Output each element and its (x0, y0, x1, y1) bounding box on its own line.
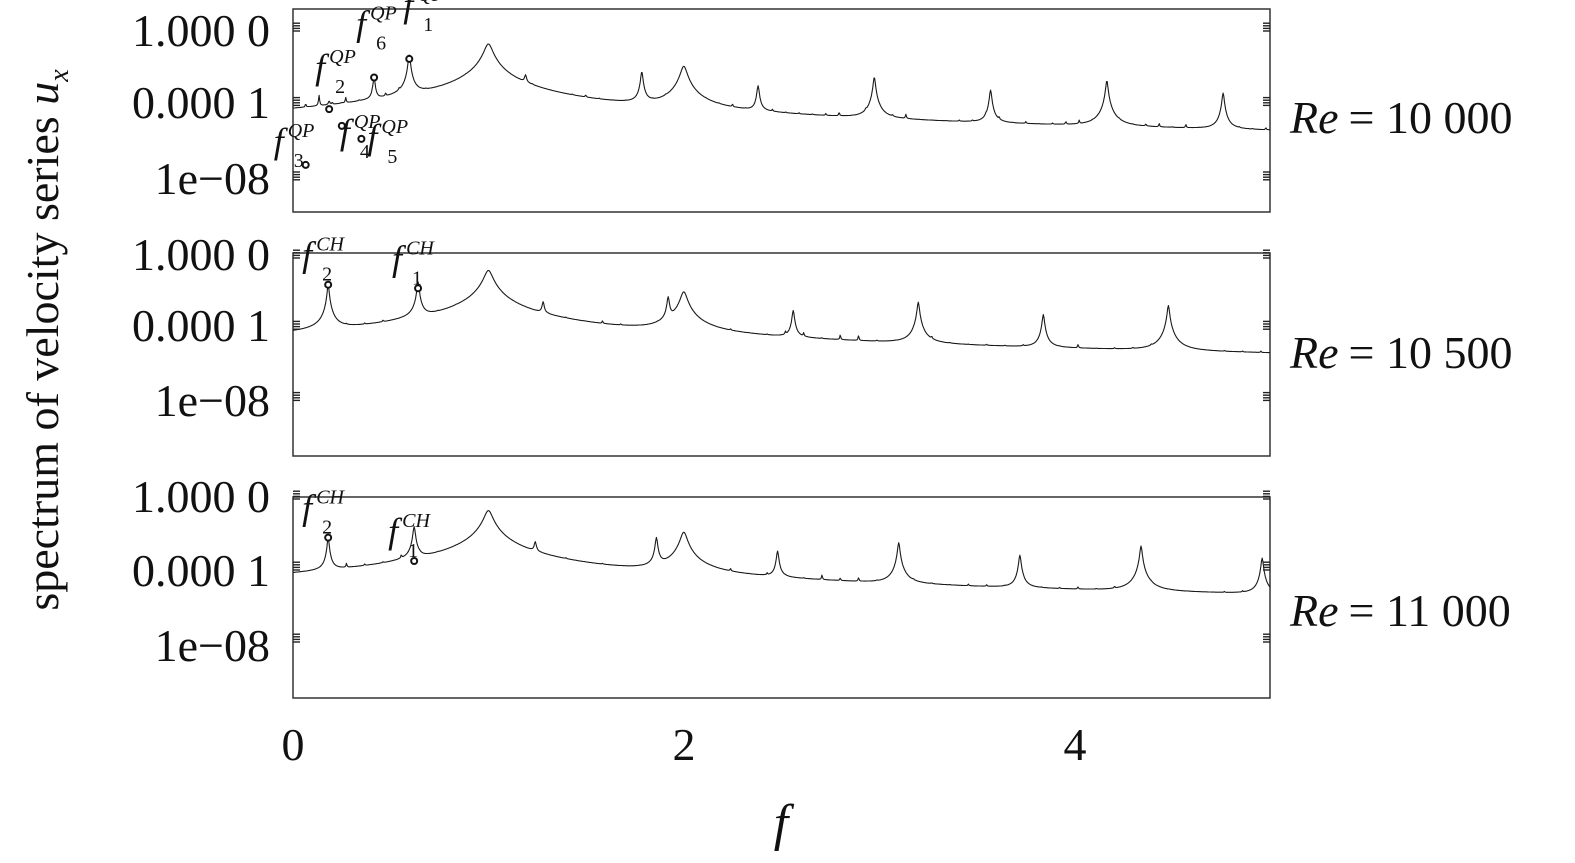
peak-label-superscript: CH (406, 237, 435, 259)
peak-label-symbol: f (340, 112, 355, 152)
peak-label: f CH 1 (388, 510, 431, 562)
peak-label-subscript: 3 (294, 150, 304, 172)
peak-label-superscript: QP (370, 3, 397, 25)
peak-marker (410, 557, 419, 565)
peak-marker (405, 54, 414, 63)
spectrum-trace (292, 43, 1271, 131)
y-tick-label: 1e−08 (155, 153, 270, 204)
peak-marker (357, 134, 366, 143)
reynolds-value: = 10 500 (1349, 327, 1513, 378)
peak-label: f CH 1 (392, 237, 435, 289)
spectrum-trace (292, 269, 1270, 354)
reynolds-value: = 11 000 (1349, 585, 1511, 636)
peak-markers: f CH 2 f CH 1 (302, 487, 432, 565)
peak-label-subscript: 1 (408, 540, 418, 562)
peak-marker (337, 121, 346, 130)
peak-label-superscript: CH (316, 234, 345, 256)
peak-marker (414, 284, 423, 293)
y-tick-label: 1.000 0 (132, 229, 270, 280)
peak-label-superscript: QP (288, 120, 315, 142)
y-axis-label: spectrum of velocity series ux (17, 69, 75, 611)
peak-label-subscript: 2 (322, 264, 332, 286)
spectrum-trace (292, 510, 1271, 593)
y-tick-label: 0.000 1 (132, 77, 270, 128)
reynolds-symbol: Re (1289, 92, 1339, 143)
peak-marker (324, 533, 333, 542)
reynolds-label: Re = 11 000 (1289, 585, 1511, 636)
x-axis: 0 2 4 f (282, 719, 1087, 852)
y-tick-label: 1.000 0 (132, 5, 270, 56)
reynolds-label: Re = 10 000 (1289, 92, 1512, 143)
y-tick-marks (293, 249, 1270, 402)
peak-label-symbol: f (302, 235, 317, 275)
peak-label: f QP 2 (315, 46, 356, 98)
y-tick-marks (293, 22, 1270, 181)
peak-label-symbol: f (315, 47, 330, 87)
peak-label-symbol: f (388, 511, 403, 551)
peak-label-superscript: QP (417, 0, 444, 6)
panel-frame (292, 252, 1271, 457)
peak-label-subscript: 1 (423, 14, 433, 36)
x-tick-label: 4 (1064, 719, 1087, 770)
peak-label-subscript: 4 (360, 141, 370, 163)
peak-label: fQP 1 (403, 0, 444, 36)
peak-label-superscript: QP (354, 111, 381, 133)
peak-label-subscript: 1 (412, 267, 422, 289)
y-tick-label: 1.000 0 (132, 471, 270, 522)
y-tick-labels: 1.000 0 0.000 1 1e−08 (132, 5, 270, 204)
peak-label: f CH 2 (302, 487, 345, 539)
peak-label-subscript: 2 (322, 517, 332, 539)
reynolds-symbol: Re (1289, 327, 1339, 378)
y-tick-labels: 1.000 0 0.000 1 1e−08 (132, 471, 270, 671)
peak-marker (324, 280, 333, 289)
y-tick-label: 1e−08 (155, 620, 270, 671)
panel-re-10500: 1.000 0 0.000 1 1e−08 f CH 2 f CH 1 Re = 10 50… (132, 229, 1512, 457)
peak-marker (325, 105, 334, 114)
peak-label-symbol: f (274, 121, 289, 161)
panel-frame (292, 8, 1271, 213)
reynolds-symbol: Re (1289, 585, 1339, 636)
panel-re-11000: 1.000 0 0.000 1 1e−08 f CH 2 f CH 1 Re = 11 00… (132, 471, 1511, 699)
peak-markers: f CH 2 f CH 1 (302, 234, 435, 293)
peak-label-subscript: 5 (387, 146, 397, 168)
y-axis-label-text: spectrum of velocity series (17, 105, 68, 611)
peak-label: f QP 6 (356, 3, 397, 55)
peak-label-superscript: CH (316, 487, 345, 509)
peak-marker (301, 160, 310, 169)
x-axis-label: f (774, 795, 795, 852)
peak-label-superscript: QP (381, 116, 408, 138)
y-axis-label-subscript: x (44, 69, 75, 83)
y-tick-label: 1e−08 (155, 375, 270, 426)
peak-label-superscript: QP (329, 46, 356, 68)
y-tick-marks (293, 490, 1270, 643)
y-tick-labels: 1.000 0 0.000 1 1e−08 (132, 229, 270, 426)
peak-label-subscript: 2 (335, 76, 345, 98)
panel-re-10000: 1.000 0 0.000 1 1e−08 f QP 3f QP 2f QP 4f QP 5f Q… (132, 0, 1512, 213)
peak-label-subscript: 6 (376, 33, 386, 55)
peak-label-symbol: f (302, 488, 317, 528)
peak-label-superscript: CH (402, 510, 431, 532)
x-tick-label: 0 (282, 719, 305, 770)
peak-marker (370, 73, 379, 82)
y-tick-label: 0.000 1 (132, 545, 270, 596)
reynolds-value: = 10 000 (1349, 92, 1513, 143)
peak-label: f QP 5 (367, 116, 408, 168)
peak-label-symbol: f (392, 238, 407, 278)
peak-label: f CH 2 (302, 234, 345, 286)
peak-label-symbol: f (403, 0, 418, 25)
reynolds-label: Re = 10 500 (1289, 327, 1512, 378)
y-axis-label-variable: u (17, 82, 68, 105)
panel-frame (292, 496, 1271, 699)
y-tick-label: 0.000 1 (132, 300, 270, 351)
x-tick-label: 2 (673, 719, 696, 770)
